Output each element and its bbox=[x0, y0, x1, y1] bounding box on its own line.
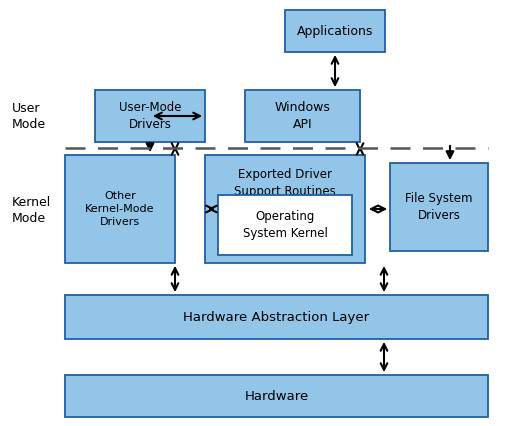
Text: File System
Drivers: File System Drivers bbox=[406, 192, 473, 222]
Text: Operating
System Kernel: Operating System Kernel bbox=[243, 210, 328, 240]
Bar bbox=[65, 375, 488, 417]
Text: Windows
API: Windows API bbox=[274, 101, 330, 131]
Bar bbox=[65, 295, 488, 339]
Text: Exported Driver
Support Routines: Exported Driver Support Routines bbox=[234, 194, 336, 224]
Text: Applications: Applications bbox=[297, 25, 373, 37]
Text: Hardware Abstraction Layer: Hardware Abstraction Layer bbox=[183, 311, 370, 323]
Bar bbox=[65, 155, 175, 263]
Bar bbox=[95, 90, 205, 142]
Bar bbox=[245, 90, 360, 142]
Bar bbox=[218, 195, 352, 255]
Text: Kernel
Mode: Kernel Mode bbox=[12, 196, 51, 225]
Text: Hardware: Hardware bbox=[244, 389, 309, 403]
Bar bbox=[205, 155, 365, 263]
Bar bbox=[390, 163, 488, 251]
Bar bbox=[285, 10, 385, 52]
Text: User
Mode: User Mode bbox=[12, 101, 46, 130]
Text: Other
Kernel-Mode
Drivers: Other Kernel-Mode Drivers bbox=[86, 191, 155, 227]
Text: User-Mode
Drivers: User-Mode Drivers bbox=[119, 101, 181, 131]
Text: Exported Driver
Support Routines: Exported Driver Support Routines bbox=[234, 168, 336, 198]
